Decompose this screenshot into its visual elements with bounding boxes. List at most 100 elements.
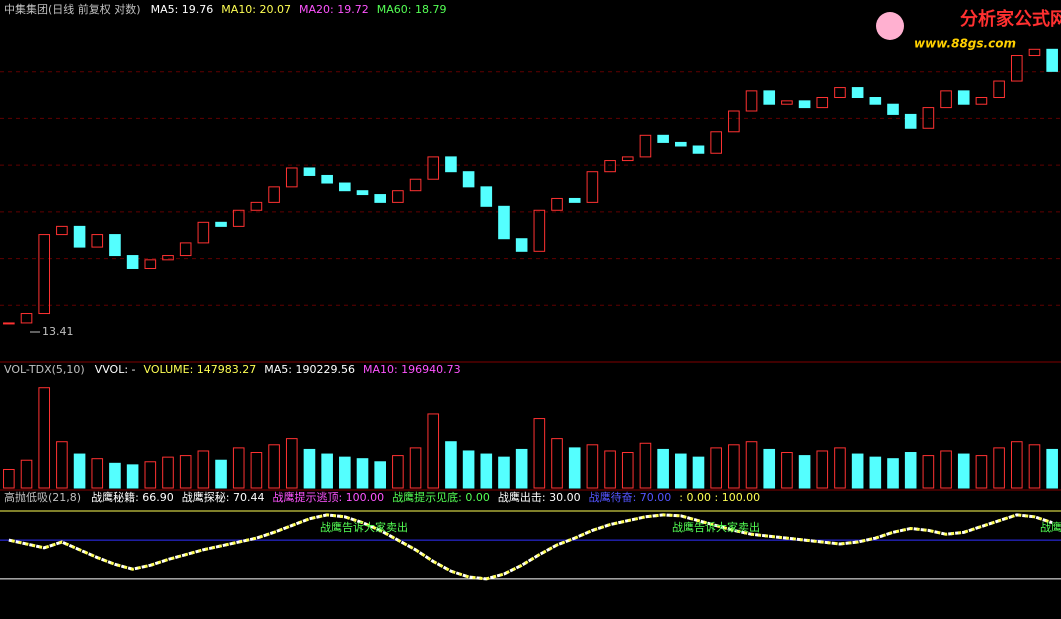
volume-bar — [940, 450, 952, 489]
volume-bar — [745, 441, 758, 489]
volume-bar — [268, 444, 280, 489]
candle — [781, 100, 793, 105]
candle — [268, 186, 280, 203]
panel-title: 高抛低吸(21,8) — [4, 490, 81, 504]
candle — [568, 197, 581, 203]
legend-entry: VOLUME: 147983.27 — [144, 363, 257, 376]
candle — [126, 255, 139, 269]
candle — [728, 110, 740, 133]
volume-bar — [356, 458, 369, 489]
volume-bar — [551, 438, 563, 489]
candle — [144, 259, 157, 269]
candle — [321, 174, 333, 184]
candle — [639, 134, 652, 158]
volume-bar — [798, 455, 811, 489]
legend-entry: MA10: 196940.73 — [363, 363, 461, 376]
volume-bar — [904, 452, 917, 489]
candle — [621, 156, 634, 162]
volume-bar — [285, 438, 298, 489]
volume-bar — [692, 456, 705, 489]
volume-bar — [993, 447, 1005, 489]
legend-entry: 战鹰待奋: 70.00 — [589, 490, 672, 504]
volume-bar — [869, 456, 882, 489]
volume-bar — [851, 453, 864, 489]
volume-bar — [162, 456, 174, 489]
volume-bar — [604, 450, 616, 489]
candle — [869, 97, 882, 105]
candle — [798, 100, 811, 109]
candle — [1010, 55, 1023, 82]
candle — [745, 90, 758, 112]
candle — [109, 234, 121, 257]
candle — [91, 234, 104, 248]
candle — [20, 313, 33, 324]
panel-title: 中集集团(日线 前复权 对数) — [4, 2, 141, 16]
candle — [904, 113, 917, 129]
candle — [922, 107, 935, 129]
volume-bar — [763, 448, 776, 489]
panel-title: VOL-TDX(5,10) — [4, 363, 85, 376]
volume-bar — [303, 448, 316, 489]
volume-bar — [922, 455, 935, 489]
candle — [586, 171, 599, 203]
volume-bar — [480, 453, 493, 489]
candle — [551, 197, 563, 211]
candle — [179, 242, 192, 257]
legend-entry: MA5: 19.76 — [151, 3, 214, 16]
candle — [834, 87, 846, 99]
candle — [657, 134, 669, 143]
candle — [339, 182, 351, 192]
candle — [763, 90, 776, 105]
volume-bar — [1010, 441, 1023, 489]
legend-entry: MA20: 19.72 — [299, 3, 369, 16]
candle — [38, 234, 51, 315]
candle — [73, 225, 86, 248]
volume-bar — [38, 387, 51, 489]
candle — [3, 322, 15, 325]
volume-bar — [321, 453, 333, 489]
annotation: 战鹰 — [1040, 520, 1061, 534]
indicator-line-shade — [8, 513, 1053, 581]
volume-bar — [675, 453, 687, 489]
candle — [851, 87, 864, 99]
legend-entry: MA60: 18.79 — [377, 3, 447, 16]
volume-bar — [462, 450, 475, 489]
candle — [940, 90, 952, 109]
candle — [1046, 48, 1058, 72]
volume-bar — [639, 442, 652, 489]
legend-entry: MA10: 20.07 — [221, 3, 291, 16]
volume-bar — [73, 453, 86, 489]
annotation: 战鹰告诉大家卖出 — [672, 520, 760, 534]
candle — [533, 209, 546, 252]
volume-bar — [1028, 444, 1041, 489]
candle — [162, 255, 174, 261]
candle — [427, 156, 440, 180]
candle — [675, 141, 687, 147]
volume-bar — [250, 452, 263, 489]
volume-bar — [427, 413, 440, 489]
candle — [498, 205, 510, 240]
volume-bar — [957, 453, 970, 489]
volume-bar — [91, 458, 104, 489]
legend-entry: : 0.00 : 100.00 — [679, 491, 760, 504]
legend-entry: 战鹰探秘: 70.44 — [182, 490, 265, 504]
candle — [303, 167, 316, 176]
volume-bar — [533, 418, 546, 489]
volume-bar — [781, 452, 793, 489]
legend-entry: 战鹰提示逃顶: 100.00 — [272, 490, 384, 504]
volume-bar — [392, 455, 404, 489]
candle — [975, 97, 988, 105]
volume-bar — [816, 450, 829, 489]
volume-bar — [728, 444, 740, 489]
volume-bar — [887, 458, 899, 489]
volume-bar — [339, 456, 351, 489]
candle — [957, 90, 970, 105]
candle — [250, 201, 263, 211]
volume-bar — [3, 468, 15, 489]
candle — [374, 194, 386, 203]
volume-bar — [232, 447, 245, 489]
legend-entry: MA5: 190229.56 — [264, 363, 355, 376]
legend-entry: 战鹰出击: 30.00 — [498, 490, 581, 504]
candle — [710, 131, 722, 154]
legend-entry: 战鹰秘籍: 66.90 — [91, 490, 174, 504]
